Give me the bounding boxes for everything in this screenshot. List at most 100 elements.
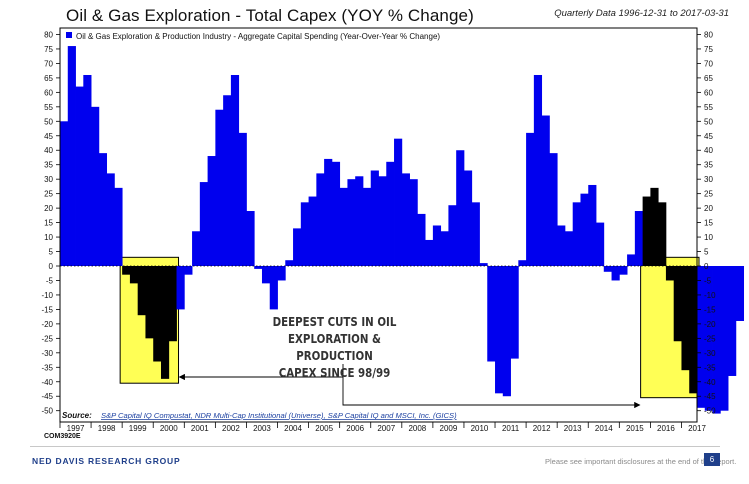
bar [502,266,511,397]
bar [495,266,504,394]
y-tick-label-right: 65 [704,74,713,83]
bar [308,196,317,266]
bar [650,187,659,266]
bar [510,266,519,359]
bar [720,266,729,411]
bar [432,225,442,266]
source-note: Source: S&P Capital IQ Compustat, NDR Mu… [62,411,457,420]
bar [370,170,379,266]
y-tick-label-left: 0 [49,262,54,271]
x-tick-label: 2008 [408,424,426,433]
x-tick-label: 2000 [160,424,178,433]
legend-swatch [66,32,72,38]
bar [541,115,550,267]
x-tick-label: 1998 [98,424,116,433]
y-tick-label-right: 45 [704,132,713,141]
annotation-callout: DEEPEST CUTS IN OIL EXPLORATION & PRODUC… [250,313,418,381]
bar [300,202,309,266]
y-tick-label-right: 40 [704,146,713,155]
bars-layer [60,46,745,414]
footer-brand: NED DAVIS RESEARCH GROUP [32,456,181,466]
y-tick-label-right: 80 [704,30,713,39]
bar [580,193,589,266]
x-tick-label: 2006 [346,424,364,433]
y-tick-label-right: -45 [704,392,716,401]
bar [153,266,162,362]
y-tick-label-left: 65 [44,74,53,83]
y-tick-label-left: -25 [41,334,53,343]
annotation-line-2: EXPLORATION & PRODUCTION [288,331,381,363]
x-tick-label: 2014 [595,424,613,433]
bar [712,266,721,414]
bar [728,266,737,376]
y-tick-label-right: -5 [704,276,712,285]
bar [658,202,667,266]
bar [223,95,232,266]
bar [611,266,620,281]
source-label: Source: [62,411,92,420]
y-tick-label-left: 55 [44,103,53,112]
bar [518,260,527,266]
bar [168,266,177,342]
y-tick-label-left: -50 [41,407,53,416]
y-tick-label-right: 15 [704,219,713,228]
bar [67,46,76,266]
bar [386,161,395,266]
bar [114,187,123,266]
bar [137,266,146,316]
x-tick-label: 2004 [284,424,302,433]
bar [471,202,480,266]
bar [401,173,410,266]
y-tick-label-right: 70 [704,59,713,68]
y-tick-label-left: -30 [41,349,53,358]
bar [681,266,690,371]
bar [246,211,255,266]
chart-code: COM3920E [44,433,81,440]
bar [184,266,193,275]
bar [106,173,115,266]
y-tick-label-right: 60 [704,88,713,97]
y-tick-label-right: -50 [704,407,716,416]
y-tick-label-right: 0 [704,262,709,271]
bar [642,196,651,266]
bar [176,266,185,310]
x-tick-label: 2010 [471,424,489,433]
bar [627,254,636,266]
bar [665,266,675,281]
x-tick-label: 2017 [688,424,706,433]
bar [277,266,286,281]
y-tick-label-left: 10 [44,233,53,242]
arrows-layer [178,364,641,409]
annotation-line-3: CAPEX SINCE 98/99 [278,365,391,380]
bar [331,161,341,266]
bar [362,187,372,266]
bar [564,231,574,266]
bar [479,263,488,266]
x-tick-label: 2007 [377,424,395,433]
y-tick-label-left: 35 [44,161,53,170]
x-tick-label: 2003 [253,424,271,433]
bar [588,184,597,266]
bar [603,266,612,272]
page-number: 6 [704,453,720,466]
y-tick-label-right: -10 [704,291,716,300]
plot-frame [59,27,698,423]
bar [735,266,745,321]
y-tick-label-right: 20 [704,204,713,213]
y-tick-label-left: 75 [44,45,53,54]
bar [199,182,208,266]
y-tick-label-left: 30 [44,175,53,184]
bar [533,74,543,266]
x-tick-label: 2009 [440,424,458,433]
y-tick-label-left: -40 [41,378,53,387]
bar [230,74,240,266]
y-tick-label-right: -20 [704,320,716,329]
bar [673,266,682,342]
y-tick-label-left: 15 [44,219,53,228]
bar [619,266,628,275]
y-tick-label-right: -35 [704,363,716,372]
x-tick-label: 2016 [657,424,675,433]
bar [417,213,426,266]
bar [261,266,271,284]
bar [91,106,100,266]
